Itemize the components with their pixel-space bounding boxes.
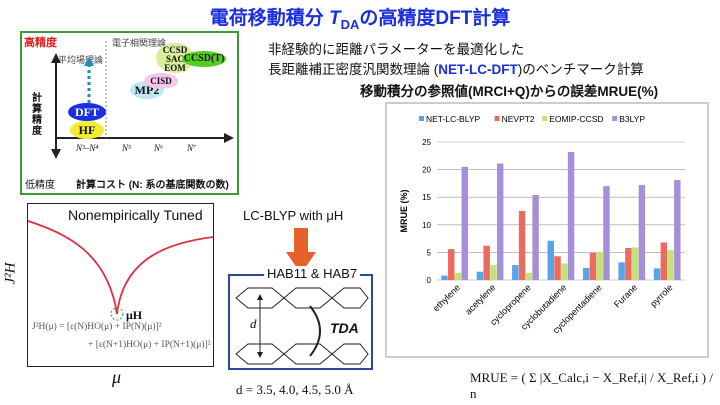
y-tick-label: 5 (427, 248, 432, 257)
y-tick-label: 20 (422, 166, 431, 175)
bar-nevpt2 (448, 249, 455, 280)
y-axis-label: 計算精度 (32, 93, 42, 137)
title-text: 電荷移動積分 (209, 8, 329, 29)
tick-n3n4: N³–N⁴ (76, 143, 99, 153)
intro-highlight: NET-LC-DFT (438, 62, 518, 77)
slide-title: 電荷移動積分 TDAの高精度DFT計算 (0, 3, 720, 32)
low-accuracy-label: 低精度 (25, 180, 55, 191)
x-tick-label: acetylene (463, 282, 497, 316)
bar-eomip-ccsd (454, 272, 462, 280)
correlated-label: 電子相関理論 (112, 38, 167, 48)
x-axis-label: 計算コスト (N: 系の基底関数の数) (76, 180, 229, 191)
bar-nevpt2 (660, 242, 668, 280)
y-axis-label: MRUE (%) (399, 190, 409, 233)
mrue-bar-chart: 0 5 10 15 20 25 MRUE (%) ethylene acetylene cyclo… (385, 102, 709, 358)
title-sub: DA (340, 16, 360, 32)
mean-field-label: 平均場理論 (58, 55, 104, 65)
legend-swatch (612, 116, 618, 121)
legend-label: NEVPT2 (502, 114, 535, 124)
title-t: T (328, 8, 341, 29)
bar-eomip-ccsd (667, 250, 674, 280)
bar-net-lc-blyp (653, 268, 661, 280)
bar-nevpt2 (625, 247, 632, 280)
bar-net-lc-blyp (582, 267, 590, 280)
tick-n6: N⁶ (154, 143, 164, 153)
chart-heading: 移動積分の参照値(MRCI+Q)からの誤差MRUE(%) (360, 84, 659, 99)
bar-eomip-ccsd (596, 251, 603, 280)
method-label: LC-BLYP with μH (243, 208, 344, 223)
bar-b3lyp (603, 186, 610, 280)
tuning-curve (28, 220, 213, 321)
bar-eomip-ccsd (525, 272, 533, 280)
bar-nevpt2 (518, 211, 526, 280)
bar-nevpt2 (589, 252, 597, 280)
bar-net-lc-blyp (476, 271, 484, 280)
title-rest: の高精度DFT計算 (359, 8, 511, 29)
y-tick-label: 10 (422, 221, 431, 230)
x-tick-label: ethylene (431, 282, 462, 313)
bar-b3lyp (674, 180, 681, 280)
intro-line1: 非経験的に距離パラメーターを最適化した (268, 42, 525, 57)
method-hf: HF (70, 121, 104, 139)
dimer-scheme-box: HAB11 & HAB7 d TDA (228, 266, 373, 370)
bar-eomip-ccsd (631, 247, 639, 280)
bar-net-lc-blyp (618, 262, 625, 280)
bar-b3lyp (532, 194, 539, 280)
legend-label: EOMIP-CCSD (549, 114, 603, 124)
acene-dimer-icon (235, 287, 369, 365)
y-tick-label: 15 (422, 193, 431, 202)
legend-swatch (542, 116, 548, 121)
bar-nevpt2 (483, 245, 490, 280)
y-tick-label: 25 (422, 138, 431, 147)
tda-label: TDA (330, 320, 359, 336)
method-ccsdt: CCSD(T) (182, 51, 226, 67)
bar-nevpt2 (554, 256, 561, 280)
legend-swatch (419, 116, 424, 121)
legend-swatch (494, 116, 500, 121)
intro-line2-pre: 長距離補正密度汎関数理論 ( (268, 62, 439, 77)
bar-eomip-ccsd (490, 265, 497, 280)
distance-symbol: d (250, 316, 257, 331)
bar-net-lc-blyp (512, 265, 519, 280)
distances-caption: d = 3.5, 4.0, 4.5, 5.0 Å (236, 382, 354, 397)
bar-b3lyp (461, 166, 468, 280)
tuning-title: Nonempirically Tuned (68, 207, 203, 223)
mrue-formula: MRUE = ( Σ |X_Calc,i − X_Ref,i| / X_Ref,… (470, 370, 713, 401)
legend-label: NET-LC-BLYP (426, 114, 480, 124)
bar-b3lyp (638, 185, 646, 280)
set-label: HAB11 & HAB7 (264, 266, 361, 281)
tick-n7: N⁷ (187, 143, 197, 153)
mu-h-label: μH (126, 308, 143, 322)
down-arrow-icon (286, 228, 316, 274)
bar-net-lc-blyp (547, 240, 554, 280)
equation-line2: + [ε(N+1)HO(μ) + IP(N+1)(μ)]² (88, 340, 211, 350)
high-accuracy-label: 高精度 (24, 37, 57, 49)
method-dft: DFT (68, 103, 106, 121)
cost-accuracy-diagram: 高精度 低精度 計算精度 計算コスト (N: 系の基底関数の数) 平均場理論 電… (20, 31, 239, 195)
tuning-xlabel: μ (112, 367, 122, 387)
x-tick-label: Furane (612, 282, 639, 309)
intro-line2-post: )のベンチマーク計算 (517, 62, 644, 77)
tick-n5: N⁵ (122, 143, 132, 153)
equation-line1: J²H(μ) = [ε(N)HO(μ) + IP(N)(μ)]² (32, 322, 162, 332)
intro-line2: 長距離補正密度汎関数理論 (NET-LC-DFT)のベンチマーク計算 (268, 58, 644, 78)
tuning-plot: Nonempirically Tuned μH J²H(μ) = [ε(N)HO… (27, 203, 214, 367)
x-tick-label: pyrrole (648, 282, 675, 309)
bar-b3lyp (567, 151, 575, 280)
tuning-ylabel: J²H (2, 262, 19, 285)
y-tick-label: 0 (427, 276, 432, 285)
bar-eomip-ccsd (561, 263, 568, 280)
legend-label: B3LYP (619, 114, 645, 124)
method-cisd: CISD (144, 73, 178, 89)
bar-b3lyp (496, 163, 504, 280)
bar-net-lc-blyp (441, 275, 448, 280)
